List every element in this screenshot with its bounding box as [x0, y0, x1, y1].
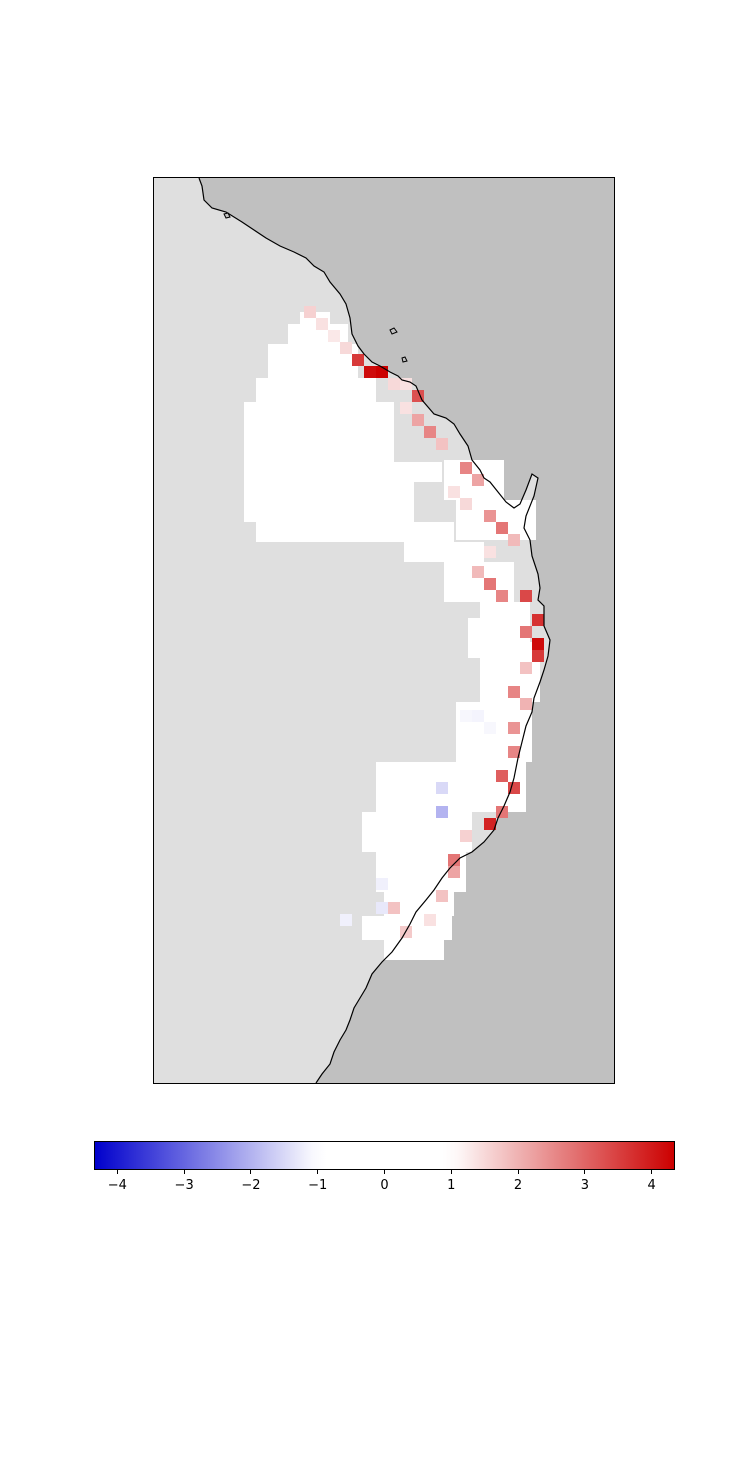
anomaly-cell — [388, 378, 400, 390]
anomaly-cell — [508, 534, 520, 546]
anomaly-cell — [532, 614, 544, 626]
anomaly-cell — [460, 830, 472, 842]
colorbar-tick-mark — [584, 1170, 586, 1174]
anomaly-cell — [460, 710, 472, 722]
data-region-cell — [362, 812, 472, 852]
colorbar-tick-mark — [317, 1170, 319, 1174]
anomaly-cell — [448, 854, 460, 866]
anomaly-cell — [328, 330, 340, 342]
data-region-cell — [384, 940, 444, 960]
colorbar-tick-label: −3 — [174, 1178, 194, 1193]
anomaly-cell — [496, 806, 508, 818]
anomaly-cell — [340, 914, 352, 926]
coastline — [198, 178, 551, 1083]
anomaly-cell — [520, 662, 532, 674]
colorbar-tick-label: 1 — [447, 1178, 456, 1193]
anomaly-cell — [448, 486, 460, 498]
anomaly-cell — [484, 578, 496, 590]
anomaly-cell — [484, 722, 496, 734]
anomaly-cell — [376, 902, 388, 914]
anomaly-cell — [400, 378, 412, 390]
anomaly-cell — [460, 462, 472, 474]
anomaly-cell — [436, 438, 448, 450]
data-region-cell — [460, 762, 500, 812]
map-panel — [153, 177, 615, 1084]
data-region-cell — [404, 542, 484, 562]
anomaly-cell — [472, 566, 484, 578]
data-region-cell — [376, 762, 526, 812]
colorbar-tick-mark — [250, 1170, 252, 1174]
data-region-cell — [244, 402, 394, 462]
anomaly-cell — [400, 402, 412, 414]
anomaly-cell — [304, 306, 316, 318]
land-mass — [199, 178, 614, 1083]
anomaly-cell — [436, 806, 448, 818]
data-region-cell — [244, 462, 442, 482]
anomaly-cell — [520, 698, 532, 710]
anomaly-cell — [436, 890, 448, 902]
anomaly-cell — [508, 782, 520, 794]
anomaly-cell — [496, 770, 508, 782]
colorbar-tick-label: −4 — [107, 1178, 127, 1193]
colorbar-tick-label: 2 — [513, 1178, 523, 1193]
colorbar-tick-mark — [651, 1170, 653, 1174]
island — [389, 327, 398, 335]
colorbar-tick-mark — [116, 1170, 118, 1174]
colorbar-tick-mark — [450, 1170, 452, 1174]
anomaly-cell — [316, 318, 328, 330]
data-region-cell — [468, 618, 508, 658]
colorbar-tick-label: −2 — [241, 1178, 261, 1193]
anomaly-cell — [508, 746, 520, 758]
colorbar-tick-label: 3 — [580, 1178, 589, 1193]
anomaly-cell — [496, 590, 508, 602]
anomaly-cell — [472, 474, 484, 486]
colorbar — [94, 1141, 675, 1170]
colorbar-tick-mark — [384, 1170, 385, 1174]
anomaly-cell — [532, 650, 544, 662]
colorbar-tick-label: 4 — [647, 1178, 656, 1193]
anomaly-cell — [340, 342, 352, 354]
anomaly-cell — [448, 866, 460, 878]
map-svg — [154, 178, 614, 1083]
anomaly-cell — [352, 354, 364, 366]
data-region-cell — [384, 522, 454, 542]
island — [401, 356, 408, 363]
anomaly-grid — [244, 306, 544, 960]
anomaly-cell — [376, 878, 388, 890]
anomaly-cell — [472, 710, 484, 722]
colorbar-tick-mark — [183, 1170, 185, 1174]
anomaly-cell — [412, 414, 424, 426]
anomaly-cell — [484, 818, 496, 830]
anomaly-cell — [460, 498, 472, 510]
colorbar-tick-label: −1 — [308, 1178, 328, 1193]
colorbar-tick-mark — [517, 1170, 519, 1174]
anomaly-cell — [508, 686, 520, 698]
colorbar-ticks: −4 −3 −2 −1 0 1 2 3 4 — [94, 1170, 675, 1200]
anomaly-cell — [520, 626, 532, 638]
anomaly-cell — [484, 510, 496, 522]
colorbar-tick-label: 0 — [380, 1178, 389, 1193]
anomaly-cell — [484, 546, 496, 558]
island — [223, 212, 231, 219]
anomaly-cell — [520, 590, 532, 602]
anomaly-cell — [496, 522, 508, 534]
anomaly-cell — [364, 366, 376, 378]
anomaly-cell — [436, 782, 448, 794]
anomaly-cell — [532, 638, 544, 650]
anomaly-cell — [424, 914, 436, 926]
anomaly-cell — [508, 722, 520, 734]
anomaly-cell — [424, 426, 436, 438]
anomaly-cell — [388, 902, 400, 914]
